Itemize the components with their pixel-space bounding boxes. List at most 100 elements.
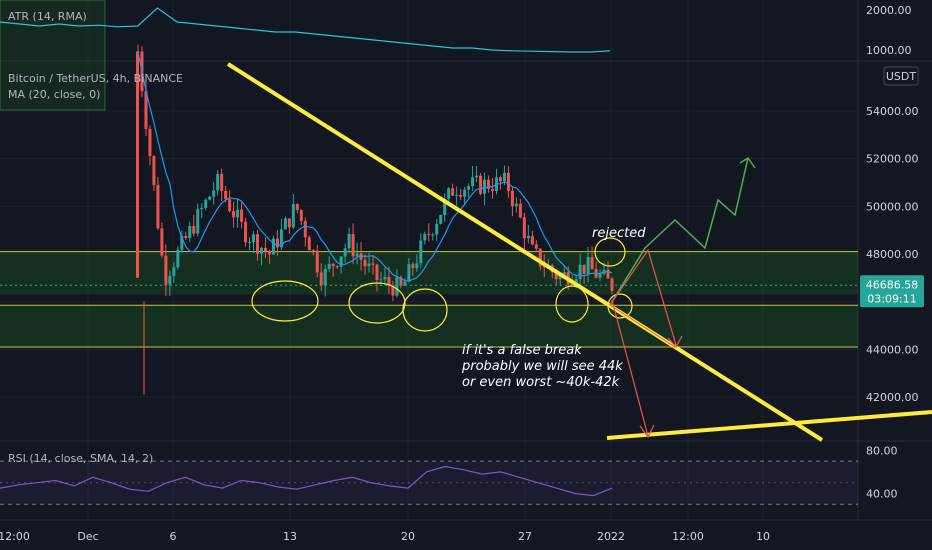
ma-label: MA (20, close, 0) (8, 88, 100, 101)
candle-body (255, 234, 259, 254)
support-zone (0, 305, 858, 347)
support-circle-3 (402, 288, 448, 332)
candle-body (475, 175, 479, 178)
candle-body (291, 204, 295, 228)
candle-body (200, 207, 204, 210)
candle-body (156, 185, 160, 229)
atr-tick-2000: 2000.00 (866, 4, 912, 17)
currency-badge[interactable] (883, 66, 919, 86)
candle-body (578, 264, 582, 280)
candle-body (419, 240, 423, 264)
candle-body (279, 229, 283, 248)
candle-body (526, 235, 530, 239)
drawings: rejected if it's a false break probably … (226, 62, 932, 442)
candle-body (299, 210, 303, 222)
zones (0, 0, 858, 348)
price-axis[interactable]: USDT 54000.00 52000.00 50000.00 48000.00… (860, 4, 924, 500)
time-tick-20: 20 (401, 530, 415, 543)
candle-body (343, 248, 347, 257)
candle-body (554, 272, 558, 280)
descending-trendline[interactable] (226, 62, 824, 442)
candle-body (319, 272, 323, 286)
candle-body (491, 188, 495, 192)
candle-body (176, 249, 180, 268)
price-tick-54000: 54000.00 (866, 105, 919, 118)
candle-body (562, 272, 566, 276)
candle-body (518, 203, 522, 218)
candle-body (606, 269, 610, 279)
lower-support-trendline[interactable] (606, 410, 932, 440)
candle-body (451, 188, 455, 196)
candle-body (271, 238, 275, 255)
candle-body (383, 276, 387, 280)
candle-body (208, 196, 212, 200)
price-tick-52000: 52000.00 (866, 153, 919, 166)
candle-body (275, 238, 279, 248)
candle-body (590, 257, 594, 270)
atr-tick-1000: 1000.00 (866, 44, 912, 57)
time-tick-1200-end: 12:00 (672, 530, 704, 543)
candle-body (598, 273, 602, 278)
atr-line (0, 7, 611, 53)
time-tick-1200-start: 12:00 (0, 530, 30, 543)
candle-body (180, 235, 184, 250)
candle-body (331, 263, 335, 267)
candle-body (267, 251, 271, 255)
candle-body (367, 263, 371, 267)
candle-body (148, 128, 152, 157)
candle-body (303, 221, 307, 238)
resistance-zone (0, 251, 858, 295)
candle-body (538, 248, 542, 267)
candle-body (534, 244, 538, 249)
candle-body (184, 235, 188, 238)
candle-body (315, 250, 319, 273)
candle-body (407, 264, 411, 282)
candle-body (391, 285, 395, 296)
false-break-line-3: or even worst ~40k-42k (462, 375, 620, 390)
time-axis[interactable]: 12:00 Dec 6 13 20 27 2022 12:00 10 (0, 530, 770, 543)
candle-body (224, 191, 228, 200)
atr-label: ATR (14, RMA) (8, 10, 87, 23)
candle-body (263, 247, 267, 252)
time-tick-13: 13 (283, 530, 297, 543)
candle-body (431, 234, 435, 236)
candle-body (172, 267, 176, 276)
current-price-tag (860, 275, 924, 308)
candle-body (287, 218, 291, 228)
candle-body (244, 221, 248, 243)
rejected-annotation: rejected (592, 226, 646, 241)
candle-body (423, 233, 427, 241)
candle-body (307, 237, 311, 251)
candle-body (232, 210, 236, 218)
candle-body (459, 195, 463, 197)
candle-body (295, 204, 299, 211)
candle-body (586, 257, 590, 274)
bearish-path-2a (609, 304, 676, 348)
candle-body (347, 233, 351, 249)
candle-body (498, 177, 502, 182)
candle-body (463, 189, 467, 197)
candle-body (411, 264, 415, 269)
false-break-line-1: if it's a false break (462, 343, 582, 358)
candle-body (610, 278, 614, 291)
rsi-band (0, 461, 858, 505)
time-tick-2022: 2022 (597, 530, 625, 543)
support-circle-4 (555, 285, 589, 323)
candle-body (471, 177, 475, 187)
price-tick-44000: 44000.00 (866, 343, 919, 356)
candle-body (283, 218, 287, 230)
candle-body (371, 263, 375, 265)
rsi-tick-40: 40.00 (866, 487, 898, 500)
candle-body (455, 195, 459, 197)
candle-body (487, 179, 491, 189)
candle-body (415, 263, 419, 269)
candle-body (427, 233, 431, 235)
rsi-label: RSI (14, close, SMA, 14, 2) (8, 452, 153, 465)
candle-body (510, 190, 514, 207)
candle-body (204, 199, 208, 208)
candle-body (220, 173, 224, 192)
candle-body (514, 203, 518, 207)
candle-body (311, 250, 315, 252)
support-circle-5 (607, 293, 633, 319)
